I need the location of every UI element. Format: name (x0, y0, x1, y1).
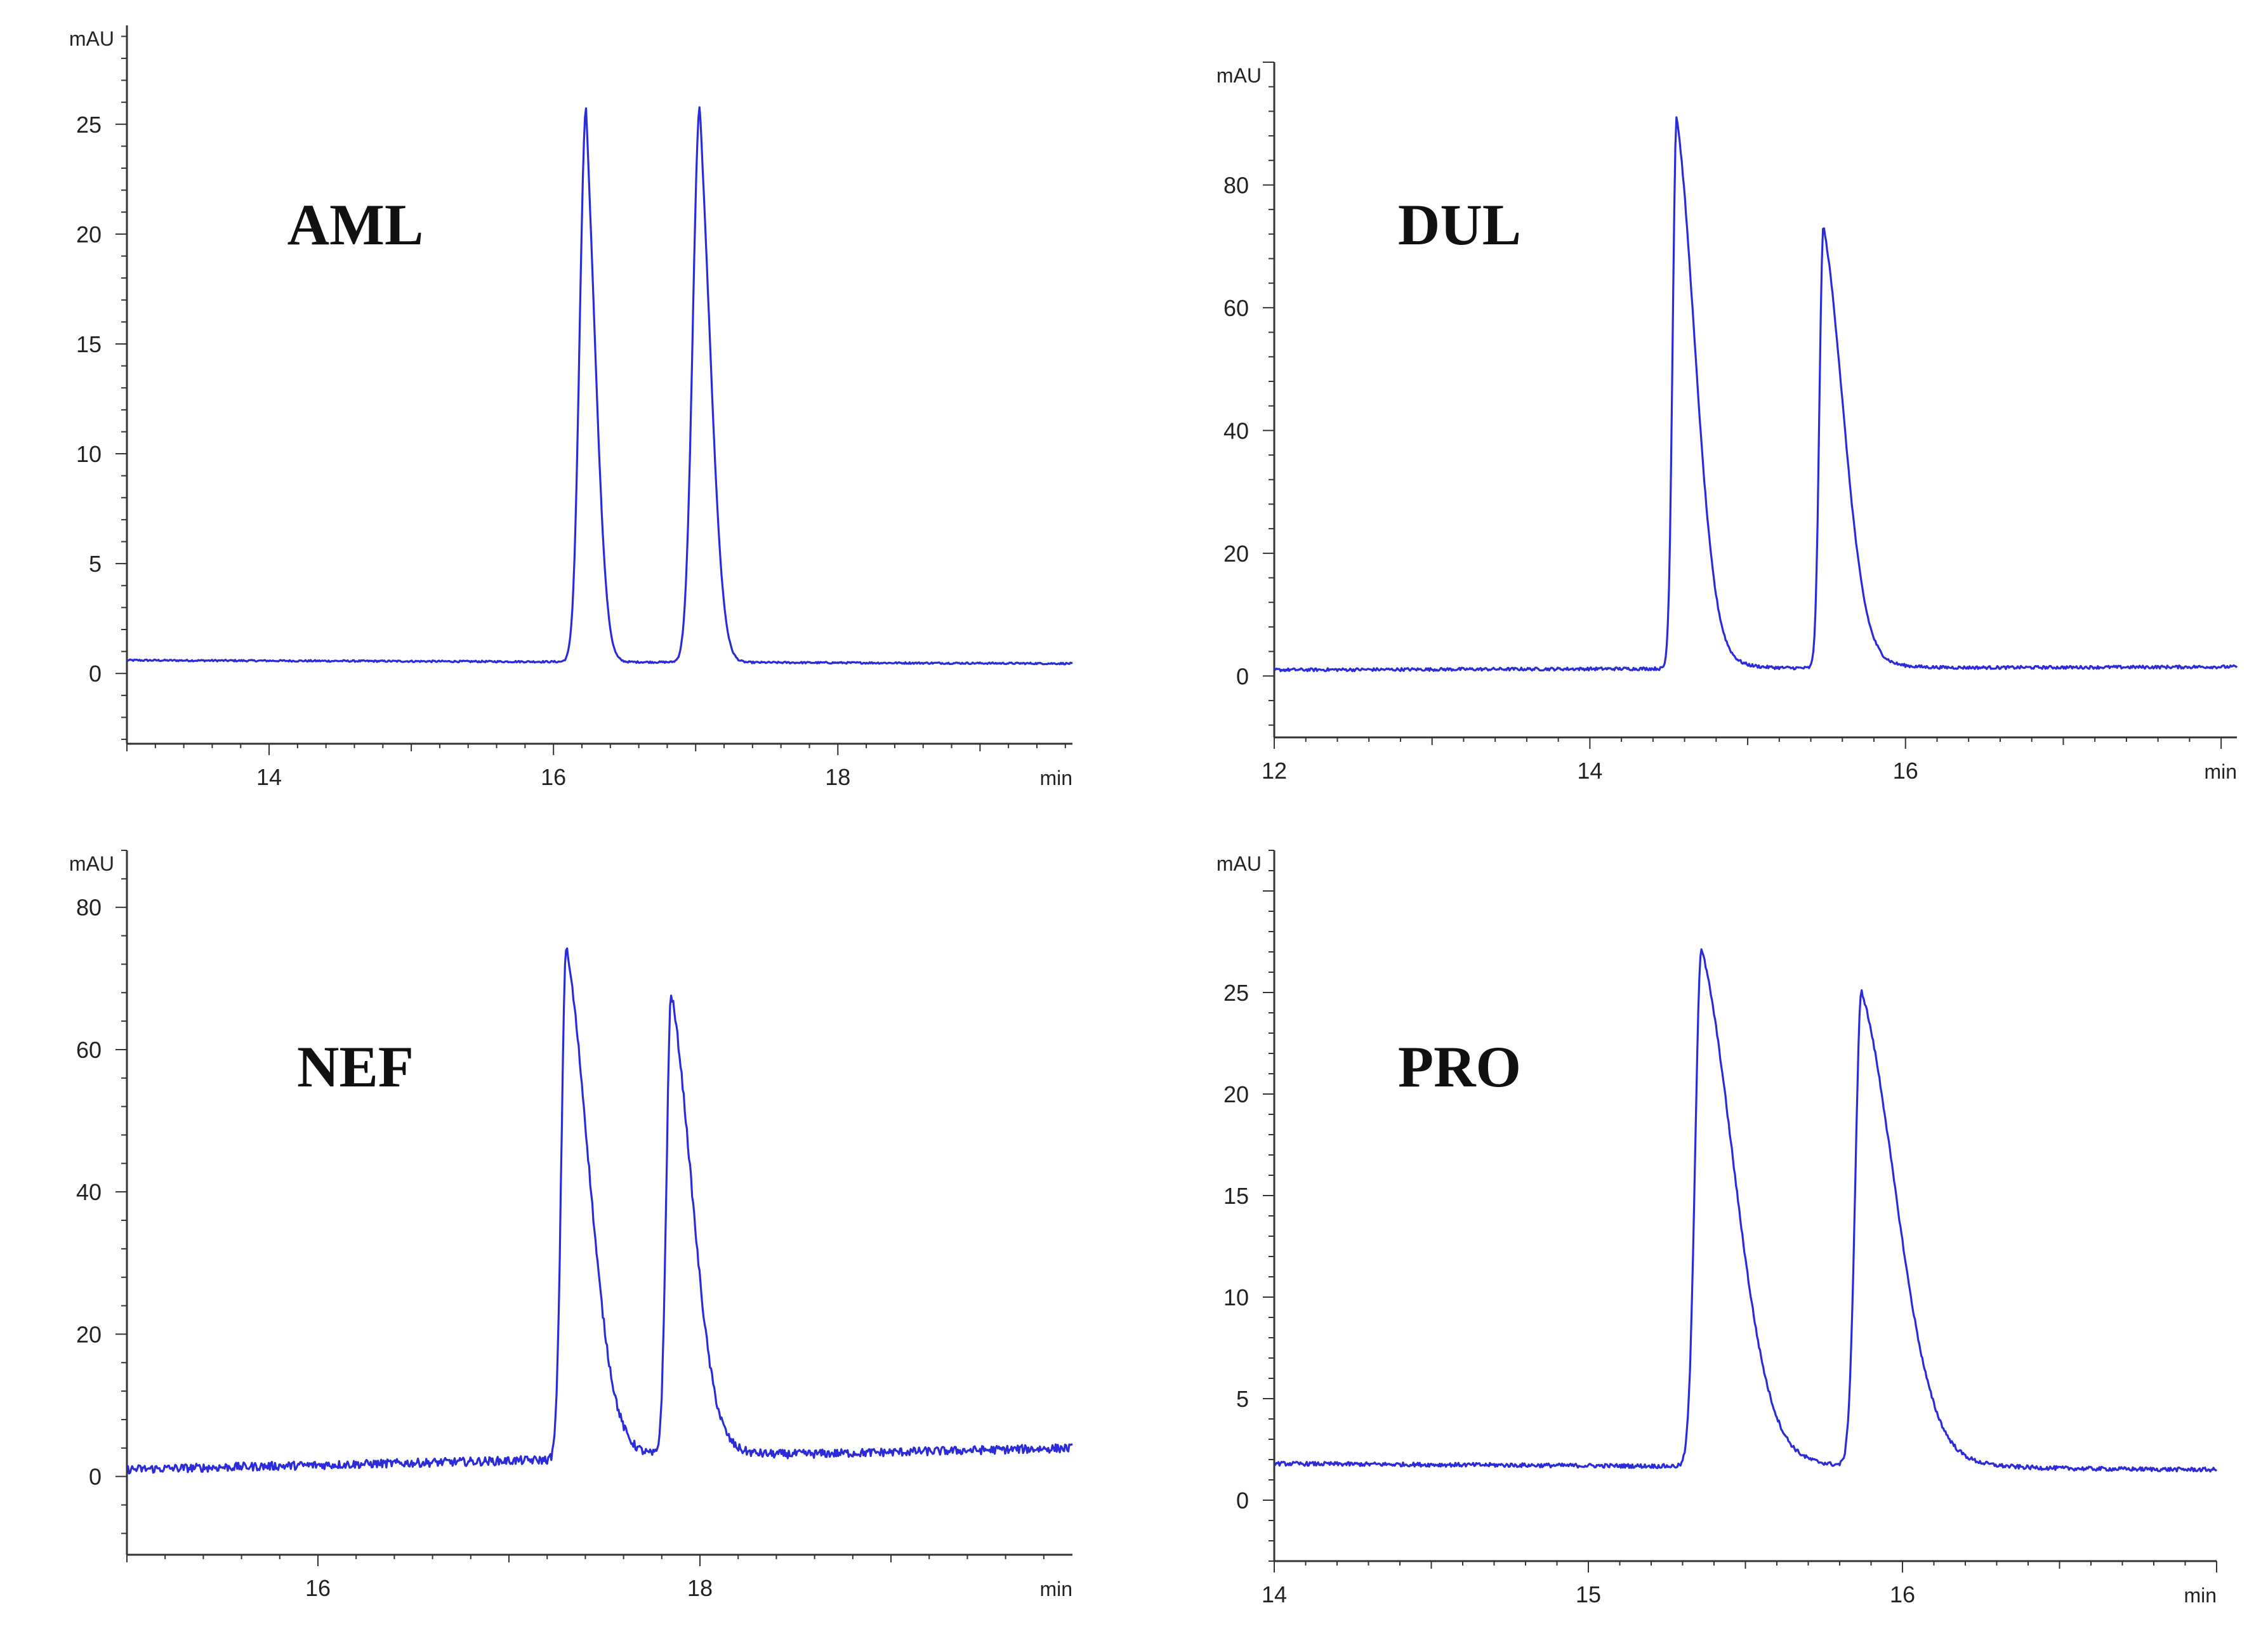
y-tick-label: 25 (1223, 980, 1249, 1006)
y-tick-label: 5 (89, 551, 102, 577)
y-tick-label: 5 (1236, 1386, 1249, 1412)
chromatogram-trace (1273, 116, 2238, 673)
x-tick-label: 16 (1890, 1581, 1915, 1607)
x-tick-label: 12 (1262, 758, 1287, 784)
chart-panel-aml: 0 5 10 15 20 25 14 16 18 mAU min AML (69, 25, 1073, 790)
y-tick-label: 15 (76, 331, 102, 357)
y-tick-label: 10 (1223, 1284, 1249, 1310)
y-tick-label: 60 (76, 1037, 102, 1063)
y-tick-label: 0 (1236, 1487, 1249, 1514)
chromatogram-trace (1273, 948, 2218, 1473)
panel-title: DUL (1398, 192, 1521, 257)
x-axis-unit-label: min (2204, 760, 2237, 783)
y-tick-label: 20 (76, 221, 102, 247)
x-tick-label: 18 (825, 764, 850, 790)
chart-panel-nef: 0 20 40 60 80 16 18 mAU min NEF (69, 850, 1073, 1601)
y-tick-label: 0 (1236, 663, 1249, 689)
y-tick-label: 20 (1223, 1081, 1249, 1107)
x-tick-label: 16 (1893, 758, 1918, 784)
y-tick-label: 20 (76, 1321, 102, 1347)
y-tick-label: 25 (76, 112, 102, 138)
y-tick-label: 20 (1223, 541, 1249, 567)
x-tick-label: 14 (1262, 1581, 1287, 1607)
chromatogram-trace (126, 106, 1073, 666)
chart-panel-pro: 0 5 10 15 20 25 14 15 16 mAU min PRO (1216, 850, 2218, 1607)
y-tick-label: 80 (1223, 172, 1249, 198)
y-tick-label: 15 (1223, 1183, 1249, 1209)
x-axis-unit-label: min (1039, 1578, 1072, 1600)
y-tick-label: 10 (76, 441, 102, 467)
y-tick-label: 60 (1223, 295, 1249, 321)
panel-title: NEF (297, 1034, 414, 1099)
panel-title: AML (287, 192, 424, 257)
y-axis-unit-label: mAU (69, 852, 114, 875)
y-tick-label: 80 (76, 895, 102, 921)
y-tick-label: 40 (76, 1179, 102, 1205)
x-axis-unit-label: min (2184, 1584, 2217, 1607)
x-axis-unit-label: min (1039, 767, 1072, 789)
y-axis-unit-label: mAU (1216, 64, 1262, 87)
chart-panel-dul: 0 20 40 60 80 12 14 16 mAU min DUL (1216, 62, 2238, 784)
y-axis-unit-label: mAU (69, 27, 114, 50)
x-tick-label: 16 (305, 1575, 331, 1601)
y-axis-unit-label: mAU (1216, 852, 1262, 875)
x-tick-label: 18 (687, 1575, 713, 1601)
y-tick-label: 40 (1223, 418, 1249, 444)
panel-title: PRO (1398, 1034, 1521, 1099)
y-tick-label: 0 (89, 661, 102, 687)
x-tick-label: 15 (1576, 1581, 1601, 1607)
x-tick-label: 14 (256, 764, 282, 790)
x-tick-label: 16 (541, 764, 566, 790)
y-tick-label: 0 (89, 1464, 102, 1490)
chromatogram-trace (126, 947, 1073, 1475)
x-tick-label: 14 (1577, 758, 1602, 784)
